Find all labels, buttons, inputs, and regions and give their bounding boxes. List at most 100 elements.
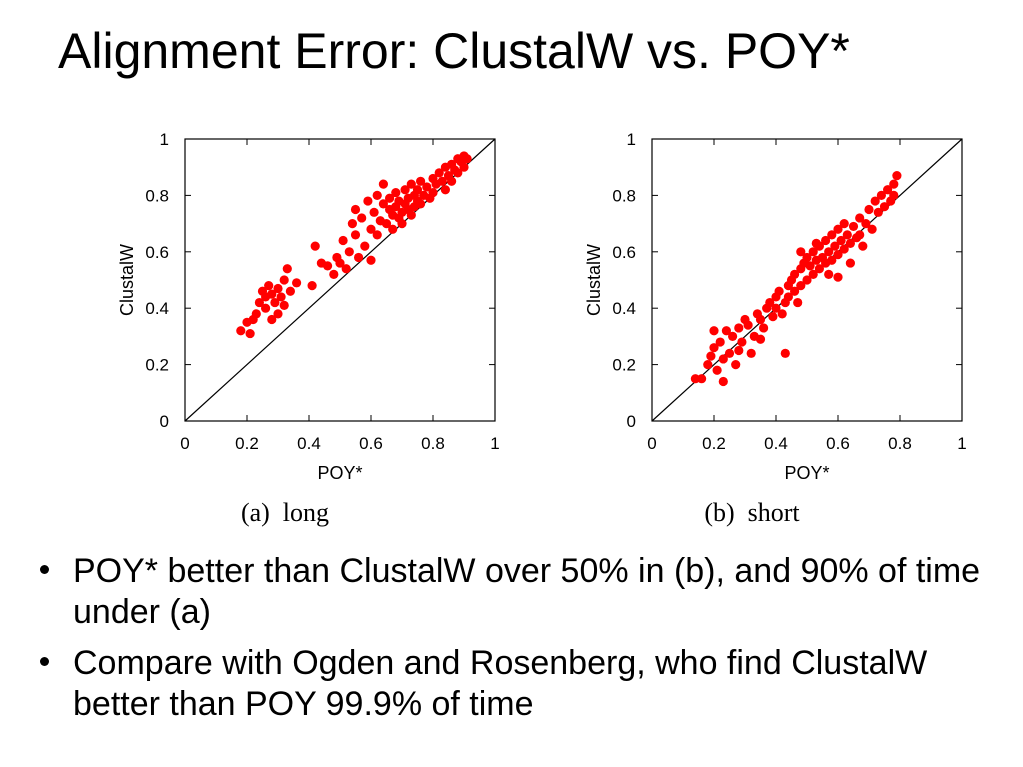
data-point [706, 351, 716, 361]
data-point [267, 314, 277, 325]
data-point [867, 224, 877, 234]
data-point [285, 286, 295, 296]
data-point [276, 292, 286, 302]
data-point [759, 323, 769, 333]
data-point [447, 176, 457, 186]
data-point [715, 337, 725, 347]
data-point [861, 219, 871, 229]
data-point [341, 264, 351, 274]
y-tick-label: 1 [160, 130, 169, 149]
data-point [848, 221, 859, 232]
y-tick-label: 0.2 [612, 356, 636, 375]
data-point [833, 224, 843, 234]
data-point [808, 269, 818, 279]
data-point [873, 207, 883, 217]
x-tick-label: 0.2 [235, 434, 259, 453]
data-point [780, 348, 790, 358]
data-point [267, 289, 277, 299]
y-tick-label: 1 [627, 130, 636, 149]
x-tick-label: 0.4 [297, 434, 321, 453]
bullet-dot-icon [40, 565, 49, 574]
data-point [279, 275, 289, 285]
data-point [462, 154, 472, 164]
y-tick-label: 0.4 [612, 299, 636, 318]
data-point [771, 303, 781, 313]
data-point [790, 286, 800, 296]
data-point [718, 376, 728, 387]
data-point [350, 204, 361, 215]
data-point [777, 309, 787, 319]
data-point [824, 247, 834, 257]
x-tick-label: 0.2 [702, 434, 726, 453]
data-point [378, 179, 388, 189]
data-point [459, 162, 469, 172]
data-point [737, 337, 747, 347]
data-point [453, 168, 463, 178]
data-point [292, 278, 302, 288]
data-point [802, 252, 812, 263]
data-point [858, 241, 868, 251]
data-point [310, 241, 320, 251]
data-point [879, 202, 890, 212]
data-point [793, 297, 803, 308]
data-point [718, 354, 728, 364]
x-tick-label: 0.6 [826, 434, 850, 453]
y-tick-label: 0 [627, 412, 636, 431]
y-tick-label: 0.6 [612, 243, 636, 262]
data-point [434, 168, 444, 178]
data-point [833, 250, 843, 260]
data-point [731, 360, 741, 370]
data-point [703, 360, 713, 370]
x-tick-label: 0.8 [888, 434, 912, 453]
data-point [422, 182, 432, 192]
data-point [743, 320, 753, 330]
data-point [709, 343, 719, 353]
data-point [808, 247, 818, 257]
data-point [765, 297, 775, 308]
data-point [842, 230, 852, 240]
data-point [836, 235, 846, 246]
data-point [236, 326, 246, 336]
slide-title: Alignment Error: ClustalW vs. POY* [58, 23, 850, 79]
data-point [805, 261, 815, 271]
data-point [774, 286, 784, 296]
x-tick-label: 0 [180, 434, 189, 453]
data-point [712, 365, 722, 375]
data-point [811, 238, 821, 248]
data-point [889, 190, 899, 200]
chart-caption: (a) long [241, 498, 329, 527]
data-point [827, 255, 837, 265]
data-point [755, 314, 766, 325]
x-tick-label: 0.4 [764, 434, 788, 453]
plot-frame [184, 138, 496, 422]
y-tick-label: 0.8 [612, 186, 636, 205]
data-point [796, 281, 806, 291]
data-point [746, 348, 756, 358]
chart-caption: (b) short [704, 498, 800, 527]
scatter-chart-short: 0 0.2 0.4 0.6 0.8 1 0 0.2 0.4 0.6 0.8 1 POY* ClustalW… [584, 130, 967, 527]
data-point [755, 334, 766, 344]
data-point [416, 176, 426, 186]
data-point [833, 272, 843, 282]
data-point [406, 179, 416, 189]
data-point [790, 269, 800, 279]
data-point [323, 261, 333, 271]
bullet-item: Compare with Ogden and Rosenberg, who fi… [40, 643, 1000, 725]
data-point [734, 323, 744, 333]
x-tick-label: 1 [957, 434, 966, 453]
data-point [391, 187, 401, 198]
data-point [697, 374, 707, 384]
plot-frame [651, 138, 963, 422]
bullet-list: POY* better than ClustalW over 50% in (b… [40, 551, 1000, 735]
data-point [830, 241, 840, 251]
data-point [883, 185, 893, 195]
x-axis-label: POY* [784, 463, 829, 483]
data-point [892, 171, 902, 181]
data-point [845, 238, 855, 248]
data-point [372, 230, 382, 240]
data-point [264, 281, 274, 291]
data-point [721, 326, 731, 336]
data-point [378, 199, 388, 209]
data-point [734, 345, 744, 356]
data-point [768, 312, 778, 322]
